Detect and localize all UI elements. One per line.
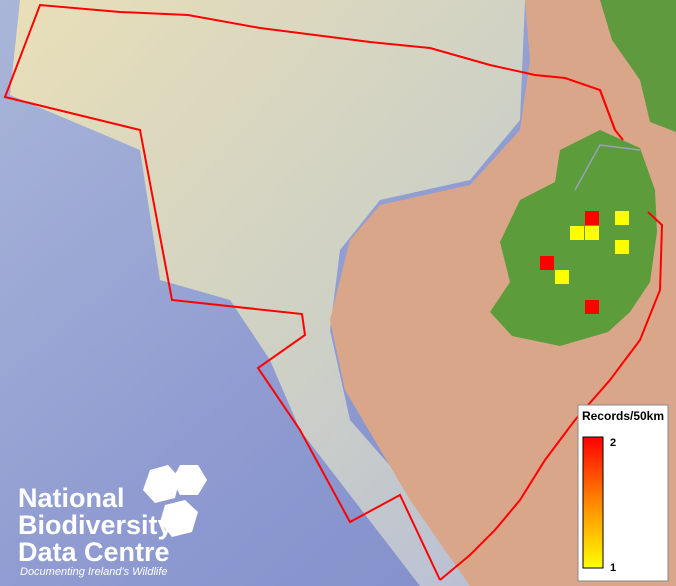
record-square (585, 211, 599, 225)
record-square (615, 240, 629, 254)
logo-tagline: Documenting Ireland's Wildlife (20, 566, 168, 578)
legend-min: 1 (610, 562, 616, 574)
legend-scale (582, 436, 604, 569)
record-square (570, 226, 584, 240)
logo-hex (172, 465, 207, 495)
logo-text: National (18, 483, 125, 513)
shelf (10, 0, 525, 586)
logo-text: Biodiversity (18, 510, 173, 540)
records (540, 211, 629, 314)
logo-text: Data Centre (18, 537, 170, 567)
record-square (615, 211, 629, 225)
legend: Records/50km 2 1 (577, 404, 669, 582)
record-square (540, 256, 554, 270)
britain (600, 0, 676, 132)
record-square (585, 300, 599, 314)
legend-max: 2 (610, 437, 616, 449)
logo: National Biodiversity Data Centre Docume… (18, 465, 207, 578)
boundary-east (439, 211, 664, 581)
record-square (555, 270, 569, 284)
boundary-west (3, 3, 616, 581)
border (574, 144, 641, 191)
logo-hex (160, 500, 198, 537)
logo-hex (143, 465, 180, 503)
record-square (585, 226, 599, 240)
legend-title: Records/50km (582, 409, 664, 423)
